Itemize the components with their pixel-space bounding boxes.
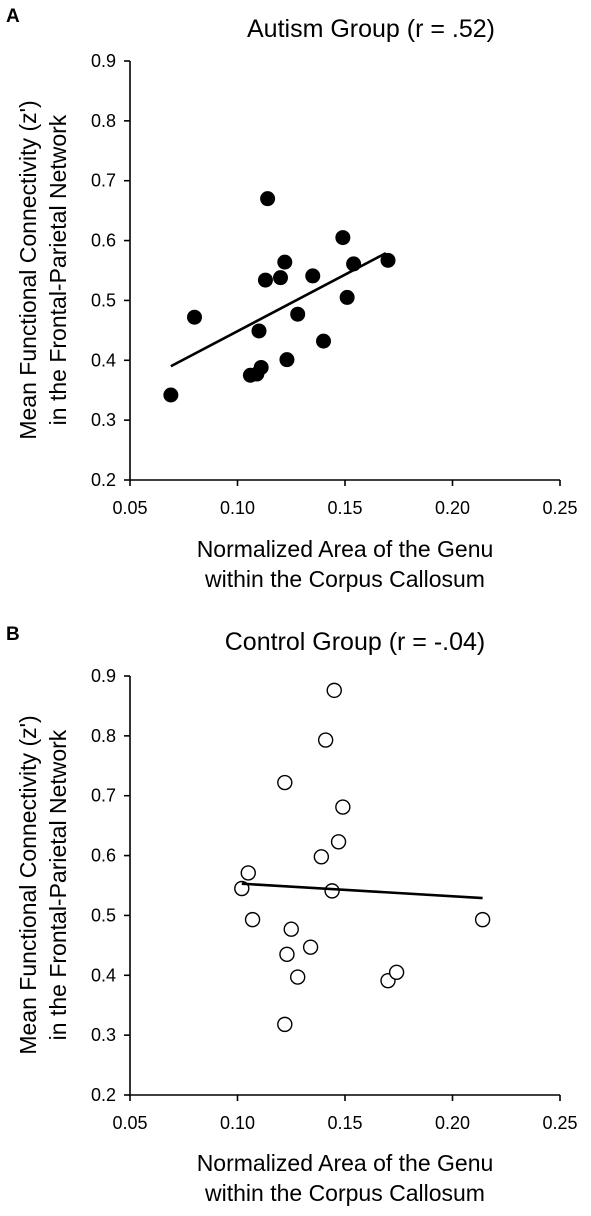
- data-point-a: [187, 309, 202, 325]
- y-tick-label: 0.7: [91, 171, 116, 191]
- y-tick-label: 0.8: [91, 111, 116, 131]
- panel-letter-b: B: [6, 624, 20, 645]
- y-tick-label: 0.2: [91, 1085, 116, 1105]
- y-tick-label: 0.3: [91, 1025, 116, 1045]
- data-points-a: [163, 191, 396, 403]
- x-tick-label: 0.15: [327, 1113, 362, 1133]
- x-axis-label-a-line1: Normalized Area of the Genu: [197, 536, 494, 562]
- trendline-a: [170, 251, 387, 368]
- x-tick-label: 0.20: [435, 498, 470, 518]
- data-point-a: [290, 306, 306, 322]
- data-point-b: [326, 682, 342, 699]
- x-tick-label: 0.05: [112, 1113, 147, 1133]
- data-point-a: [260, 191, 276, 207]
- x-tick-label: 0.15: [327, 498, 362, 518]
- x-tick-label: 0.10: [220, 498, 255, 518]
- trendline-b: [241, 882, 483, 900]
- y-tick-label: 0.4: [91, 350, 116, 370]
- data-points-b: [234, 682, 491, 1033]
- x-tick-label: 0.20: [435, 1113, 470, 1133]
- data-point-a: [316, 333, 331, 349]
- data-point-a: [257, 272, 273, 288]
- x-ticks-b: 0.05 0.10 0.15 0.20 0.25: [112, 1095, 578, 1133]
- data-point-a: [253, 359, 269, 375]
- y-tick-label: 0.8: [91, 726, 116, 746]
- data-point-b: [335, 799, 351, 815]
- data-point-a: [163, 387, 179, 403]
- y-ticks-b: 0.2 0.3 0.4 0.5 0.6 0.7 0.8 0.9: [91, 666, 130, 1105]
- data-point-b: [283, 921, 299, 937]
- x-axis-label-b-line2: within the Corpus Callosum: [204, 1180, 485, 1206]
- data-point-b: [240, 865, 256, 881]
- y-tick-label: 0.3: [91, 410, 116, 430]
- x-tick-label: 0.25: [542, 498, 577, 518]
- y-ticks-a: 0.2 0.3 0.4 0.5 0.6 0.7 0.8 0.9: [91, 51, 130, 490]
- data-point-b: [324, 883, 340, 899]
- y-tick-label: 0.9: [91, 51, 116, 71]
- data-point-a: [339, 289, 355, 305]
- data-point-b: [474, 911, 491, 928]
- x-ticks-a: 0.05 0.10 0.15 0.20 0.25: [112, 480, 578, 518]
- data-point-b: [290, 969, 306, 985]
- y-tick-label: 0.7: [91, 786, 116, 806]
- data-point-b: [313, 849, 330, 865]
- data-point-a: [251, 323, 267, 339]
- data-point-b: [244, 911, 261, 928]
- y-axis-label-b-line2: in the Frontal-Parietal Network: [45, 729, 71, 1040]
- chart-title-a: Autism Group (r = .52): [247, 15, 495, 43]
- y-tick-label: 0.6: [91, 846, 116, 866]
- y-tick-label: 0.9: [91, 666, 116, 686]
- data-point-a: [279, 352, 295, 368]
- x-tick-label: 0.05: [112, 498, 147, 518]
- data-point-b: [388, 964, 405, 980]
- y-tick-label: 0.6: [91, 231, 116, 251]
- data-point-b: [279, 946, 295, 963]
- x-tick-label: 0.25: [542, 1113, 577, 1133]
- data-point-b: [330, 834, 347, 850]
- y-axis-label-a-line1: Mean Functional Connectivity (z'): [15, 100, 41, 439]
- data-point-b: [277, 1016, 293, 1033]
- x-tick-label: 0.10: [220, 1113, 255, 1133]
- y-axis-label-a-line2: in the Frontal-Parietal Network: [45, 114, 71, 425]
- x-axis-label-a-line2: within the Corpus Callosum: [204, 566, 485, 592]
- data-point-a: [273, 270, 288, 286]
- y-tick-label: 0.2: [91, 470, 116, 490]
- data-point-a: [335, 230, 351, 246]
- data-point-b: [277, 774, 293, 791]
- panel-b: B Control Group (r = -.04) 0.20.30.40.50…: [6, 624, 578, 1206]
- panel-letter-a: A: [6, 6, 20, 27]
- y-axis-label-a: Mean Functional Connectivity (z') in the…: [15, 100, 71, 439]
- data-point-a: [277, 254, 293, 270]
- y-axis-label-b: Mean Functional Connectivity (z') in the…: [15, 715, 71, 1054]
- data-point-b: [317, 732, 334, 748]
- data-point-b: [302, 939, 319, 955]
- x-axis-label-b-line1: Normalized Area of the Genu: [197, 1150, 494, 1176]
- y-tick-label: 0.4: [91, 965, 116, 985]
- chart-title-b: Control Group (r = -.04): [225, 628, 486, 656]
- y-tick-label: 0.5: [91, 905, 116, 925]
- y-axis-label-b-line1: Mean Functional Connectivity (z'): [15, 715, 41, 1054]
- data-point-a: [305, 268, 321, 284]
- y-tick-label: 0.5: [91, 290, 116, 310]
- panel-a: A Autism Group (r = .52) 0.2 0.3 0.4 0.5 0.6…: [6, 6, 578, 592]
- data-point-a: [380, 252, 396, 268]
